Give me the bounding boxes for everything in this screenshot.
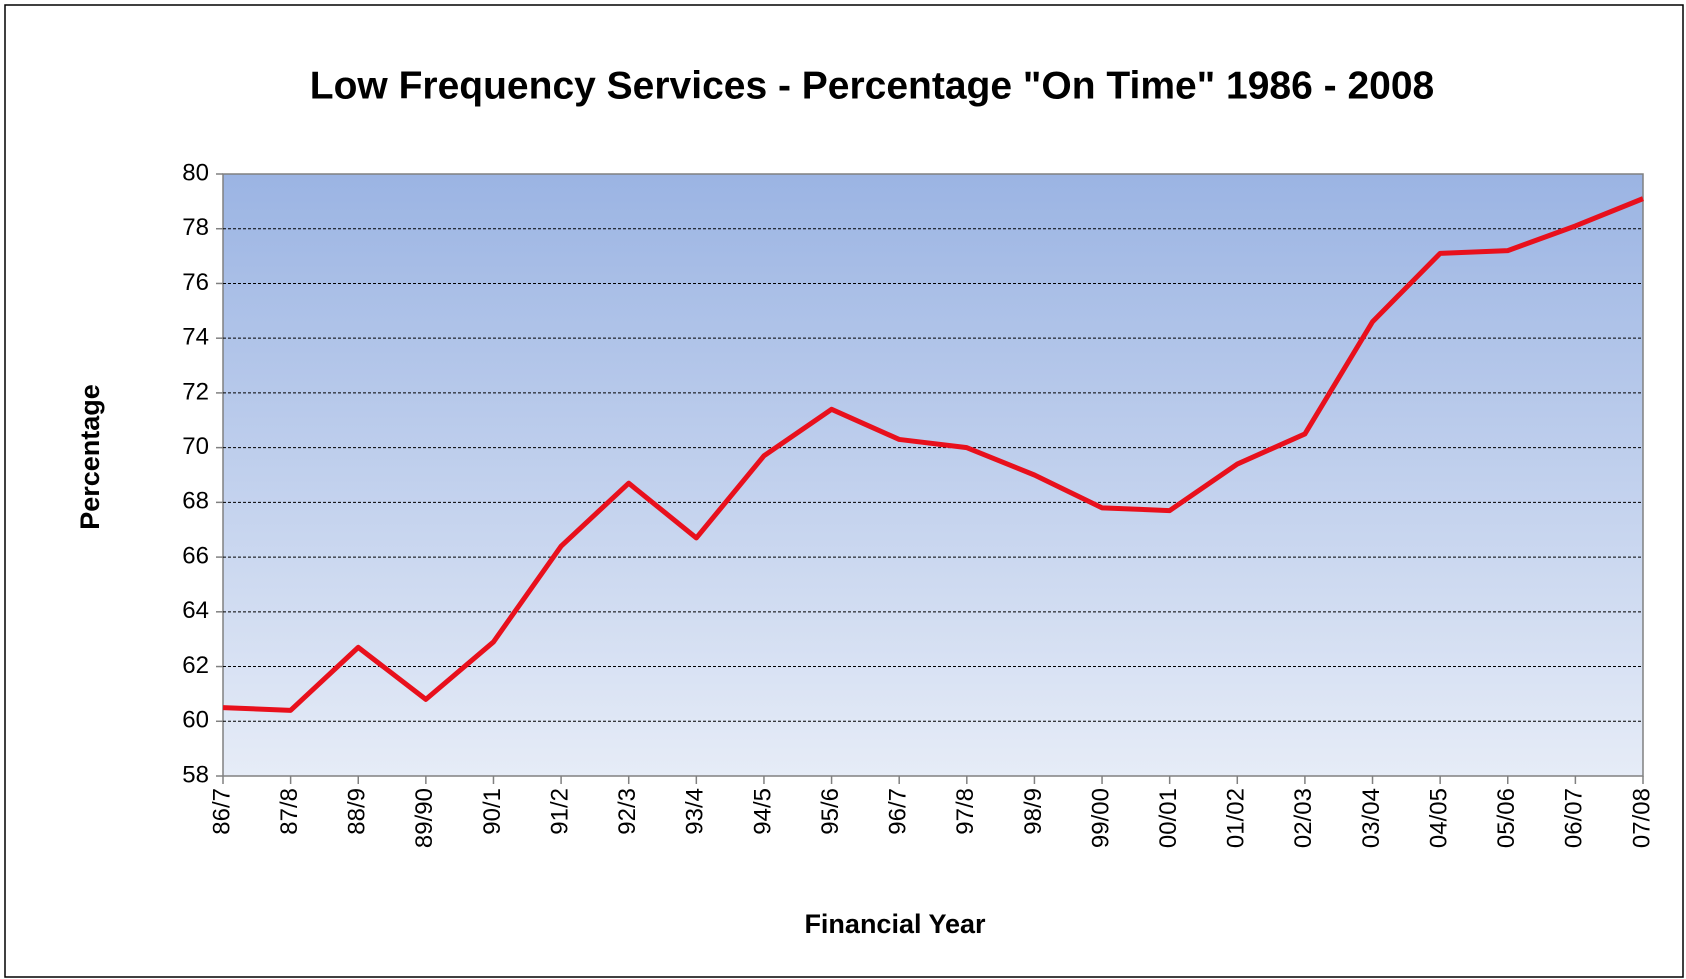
x-tick-label: 87/8 [276, 788, 303, 835]
y-tick-label: 62 [182, 652, 209, 679]
y-tick-label: 70 [182, 433, 209, 460]
y-tick-label: 76 [182, 269, 209, 296]
x-tick-label: 89/90 [411, 788, 438, 848]
chart-title: Low Frequency Services - Percentage "On … [310, 64, 1434, 107]
x-tick-label: 97/8 [952, 788, 979, 835]
x-tick-label: 05/06 [1493, 788, 1520, 848]
y-tick-label: 58 [182, 761, 209, 788]
x-tick-label: 94/5 [749, 788, 776, 835]
x-tick-label: 03/04 [1358, 788, 1385, 848]
x-tick-label: 96/7 [885, 788, 912, 835]
x-axis-title: Financial Year [804, 909, 986, 939]
y-tick-label: 80 [182, 159, 209, 186]
x-tick-label: 98/9 [1020, 788, 1047, 835]
y-tick-label: 74 [182, 324, 209, 351]
x-tick-label: 92/3 [614, 788, 641, 835]
x-tick-label: 07/08 [1628, 788, 1655, 848]
x-tick-label: 91/2 [546, 788, 573, 835]
x-tick-label: 90/1 [479, 788, 506, 835]
x-tick-label: 86/7 [208, 788, 235, 835]
plot-area [222, 173, 1644, 777]
y-axis-title: Percentage [75, 384, 105, 530]
x-tick-label: 04/05 [1425, 788, 1452, 848]
x-tick-label: 00/01 [1155, 788, 1182, 848]
y-tick-label: 78 [182, 214, 209, 241]
data-line [222, 196, 1644, 713]
x-tick-label: 88/9 [344, 788, 371, 835]
x-tick-label: 01/02 [1223, 788, 1250, 848]
y-tick-label: 68 [182, 488, 209, 515]
x-tick-label: 99/00 [1087, 788, 1114, 848]
x-tick-label: 95/6 [817, 788, 844, 835]
y-tick-label: 66 [182, 542, 209, 569]
x-tick-label: 06/07 [1561, 788, 1588, 848]
y-tick-label: 60 [182, 707, 209, 734]
x-tick-label: 93/4 [682, 788, 709, 835]
y-tick-label: 64 [182, 597, 209, 624]
y-tick-label: 72 [182, 378, 209, 405]
x-tick-label: 02/03 [1290, 788, 1317, 848]
